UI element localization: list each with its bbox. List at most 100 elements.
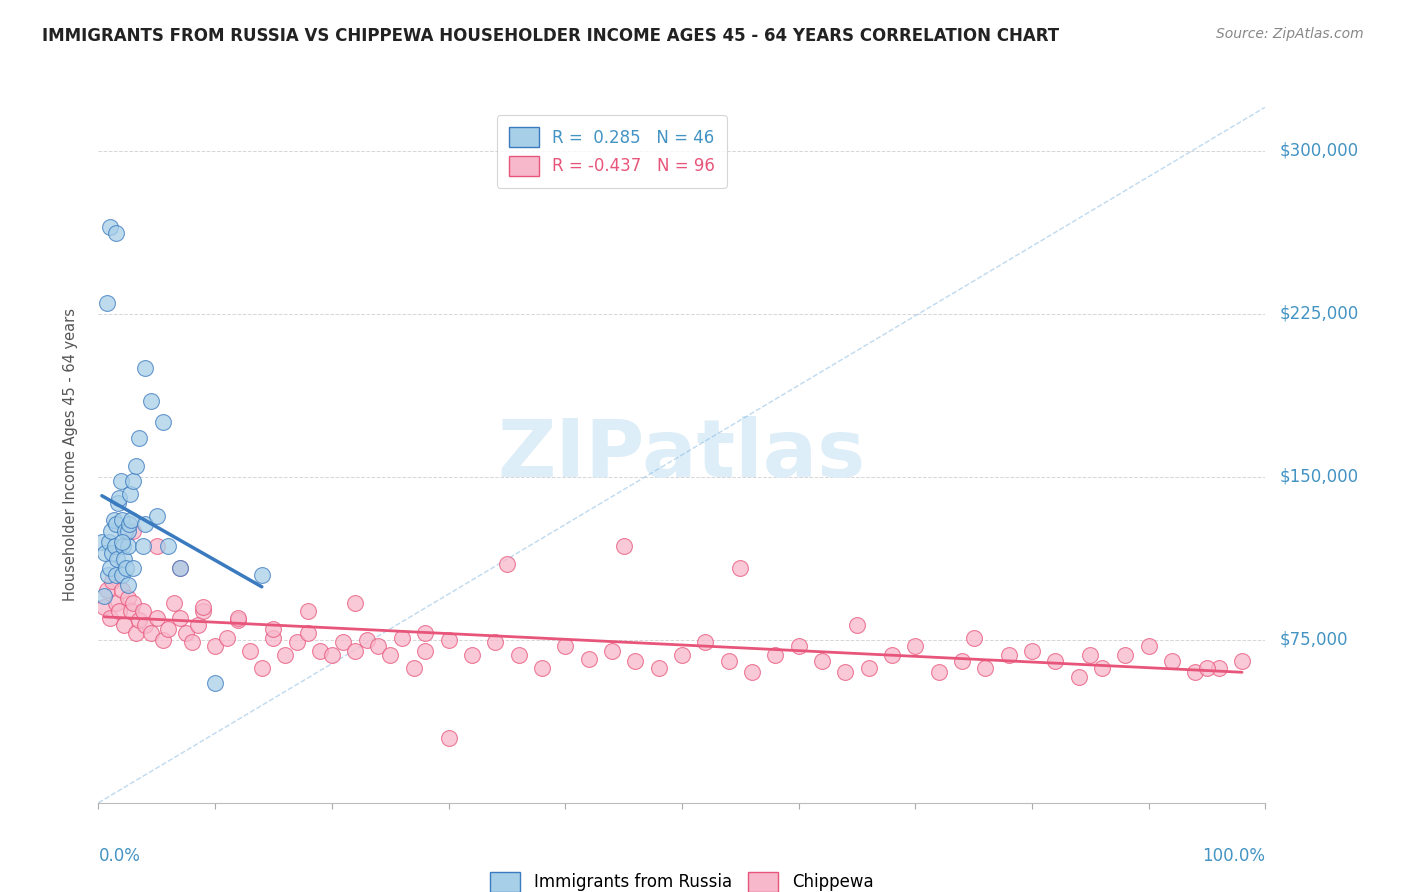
Point (285, 635, 308, 649)
Point (139, 393, 162, 408)
Point (169, 611, 191, 625)
Point (997, 648, 1019, 662)
Point (741, 665, 763, 680)
Point (356, 632, 378, 647)
Point (187, 617, 209, 632)
Point (730, 561, 752, 575)
Point (96, 295, 118, 310)
Point (612, 539, 634, 553)
Point (104, 567, 127, 582)
Point (578, 652, 600, 666)
Point (146, 539, 169, 553)
Point (378, 648, 402, 662)
Point (204, 676, 226, 690)
Point (98, 219, 121, 234)
Point (146, 508, 169, 523)
Point (530, 661, 553, 675)
Point (262, 631, 284, 645)
Point (108, 605, 131, 619)
Point (193, 605, 215, 619)
Point (104, 539, 127, 553)
Point (274, 648, 297, 662)
Point (928, 665, 950, 680)
Point (297, 626, 319, 640)
Point (344, 643, 367, 657)
Point (717, 655, 740, 669)
Point (413, 643, 436, 657)
Point (111, 513, 134, 527)
Point (1067, 670, 1090, 684)
Point (239, 643, 262, 657)
Point (228, 611, 250, 625)
Point (437, 731, 460, 745)
Text: Source: ZipAtlas.com: Source: ZipAtlas.com (1216, 27, 1364, 41)
Point (97, 567, 120, 582)
Point (858, 661, 880, 675)
Point (880, 648, 903, 662)
Point (163, 596, 186, 610)
Point (695, 635, 717, 649)
Point (111, 539, 134, 553)
Point (344, 596, 367, 610)
Point (495, 557, 517, 571)
Point (834, 665, 856, 680)
Point (132, 605, 155, 619)
Point (180, 635, 202, 649)
Point (174, 626, 197, 640)
Point (117, 591, 139, 606)
Point (228, 613, 250, 627)
Point (111, 535, 134, 549)
Point (104, 596, 127, 610)
Point (117, 539, 139, 553)
Point (96, 582, 118, 597)
Point (111, 567, 134, 582)
Point (122, 524, 145, 538)
Point (1080, 648, 1102, 662)
Point (262, 622, 284, 636)
Point (132, 539, 155, 553)
Point (763, 648, 786, 662)
Point (107, 496, 129, 510)
Point (309, 643, 332, 657)
Point (250, 661, 273, 675)
Point (152, 632, 174, 647)
Point (98, 611, 121, 625)
Point (125, 626, 148, 640)
Point (112, 552, 135, 566)
Point (122, 596, 145, 610)
Text: 100.0%: 100.0% (1202, 847, 1265, 865)
Text: 0.0%: 0.0% (98, 847, 141, 865)
Point (169, 561, 191, 575)
Point (101, 546, 124, 560)
Point (1021, 643, 1043, 657)
Point (118, 487, 141, 501)
Point (97, 535, 120, 549)
Point (367, 639, 389, 653)
Point (157, 622, 180, 636)
Point (114, 524, 136, 538)
Point (100, 524, 122, 538)
Point (103, 513, 125, 527)
Point (600, 643, 623, 657)
Y-axis label: Householder Income Ages 45 - 64 years: Householder Income Ages 45 - 64 years (63, 309, 77, 601)
Point (1184, 665, 1206, 680)
Point (193, 600, 215, 615)
Point (554, 639, 576, 653)
Point (139, 626, 162, 640)
Point (845, 617, 868, 632)
Point (117, 578, 139, 592)
Point (90, 535, 112, 549)
Point (128, 431, 150, 445)
Point (321, 648, 343, 662)
Point (120, 605, 142, 619)
Point (1045, 655, 1067, 669)
Point (111, 582, 134, 597)
Point (134, 517, 156, 532)
Point (108, 491, 131, 506)
Point (1208, 661, 1230, 675)
Point (157, 539, 180, 553)
Point (332, 635, 354, 649)
Point (1195, 661, 1218, 675)
Point (94, 546, 117, 560)
Point (787, 639, 810, 653)
